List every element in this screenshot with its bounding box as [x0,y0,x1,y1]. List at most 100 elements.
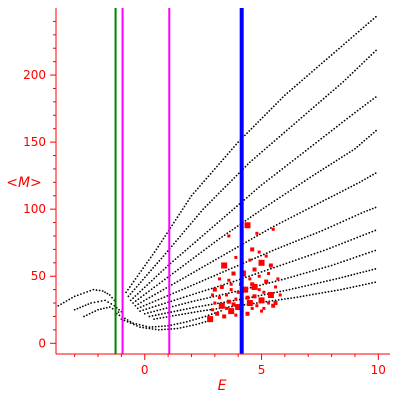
black-data-point [258,186,260,189]
black-data-point [179,309,182,312]
black-data-point [235,279,238,282]
black-data-point [134,304,137,307]
black-data-point [335,125,338,128]
black-data-point [245,196,248,199]
black-data-point [275,103,277,106]
black-data-point [173,221,175,224]
black-data-point [117,311,120,313]
black-data-point [179,254,182,256]
red-data-point [218,296,221,300]
black-data-point [268,251,271,253]
black-data-point [362,26,365,29]
black-data-point [204,304,207,307]
black-data-point [338,157,341,160]
black-data-point [127,295,130,298]
black-data-point [148,290,150,293]
black-data-point [371,207,374,210]
black-data-point [358,284,361,287]
black-data-point [368,135,370,138]
black-data-point [312,293,314,296]
black-data-point [255,123,257,126]
black-data-point [175,314,177,317]
black-data-point [270,201,273,204]
black-data-point [286,164,289,166]
black-data-point [204,264,206,267]
black-data-point [338,123,341,126]
black-data-point [127,288,129,291]
black-data-point [176,322,179,325]
black-data-point [201,321,204,324]
black-data-point [344,188,347,191]
black-data-point [361,284,364,286]
black-data-point [227,292,230,295]
black-data-point [371,230,374,233]
black-data-point [213,241,216,244]
black-data-point [361,62,363,65]
black-data-point [118,314,121,317]
black-data-point [204,315,207,318]
black-data-point [141,288,144,291]
black-data-point [300,237,303,240]
red-data-point [252,267,257,272]
black-data-point [315,66,318,69]
black-data-point [93,301,96,304]
black-data-point [353,237,356,240]
red-data-point [218,302,225,309]
black-data-point [142,267,145,270]
black-data-point [287,217,290,220]
black-data-point [227,268,230,271]
black-data-point [315,293,317,295]
black-data-point [204,289,207,292]
black-data-point [356,109,359,112]
red-data-point [210,308,214,312]
black-data-point [136,275,139,278]
black-data-point [337,85,340,87]
black-data-point [330,91,332,94]
red-data-point [257,288,261,292]
black-data-point [139,290,141,293]
black-data-point [365,270,368,273]
black-data-point [312,143,315,146]
black-data-point [174,270,177,273]
black-data-point [281,221,284,223]
black-data-point [184,312,187,315]
black-data-point [304,285,307,287]
black-data-point [257,121,260,123]
black-data-point [236,225,239,228]
black-data-point [343,154,346,157]
black-data-point [189,324,191,327]
black-data-point [138,272,141,275]
black-data-point [170,283,173,286]
black-data-point [171,305,174,308]
black-data-point [318,268,321,270]
black-data-point [213,274,216,277]
black-data-point [162,237,165,240]
black-data-point [132,322,134,325]
black-data-point [327,265,330,268]
black-data-point [209,261,212,264]
black-data-point [176,309,179,312]
black-data-point [330,163,333,165]
black-data-point [271,299,274,302]
black-data-point [291,87,294,90]
black-data-point [232,280,235,283]
black-data-point [374,96,377,99]
black-data-point [192,257,195,259]
black-data-point [243,303,246,306]
black-data-point [164,252,167,255]
black-data-point [286,243,289,246]
red-data-point [246,300,253,307]
black-data-point [324,228,327,231]
black-data-point [233,266,236,268]
black-data-point [369,100,372,102]
black-data-point [198,291,201,294]
black-data-point [157,328,160,331]
black-data-point [164,312,166,315]
black-data-point [268,203,270,206]
black-data-point [199,310,202,312]
black-data-point [322,97,325,100]
black-data-point [226,282,229,285]
black-data-point [208,245,211,248]
black-data-point [212,260,215,262]
